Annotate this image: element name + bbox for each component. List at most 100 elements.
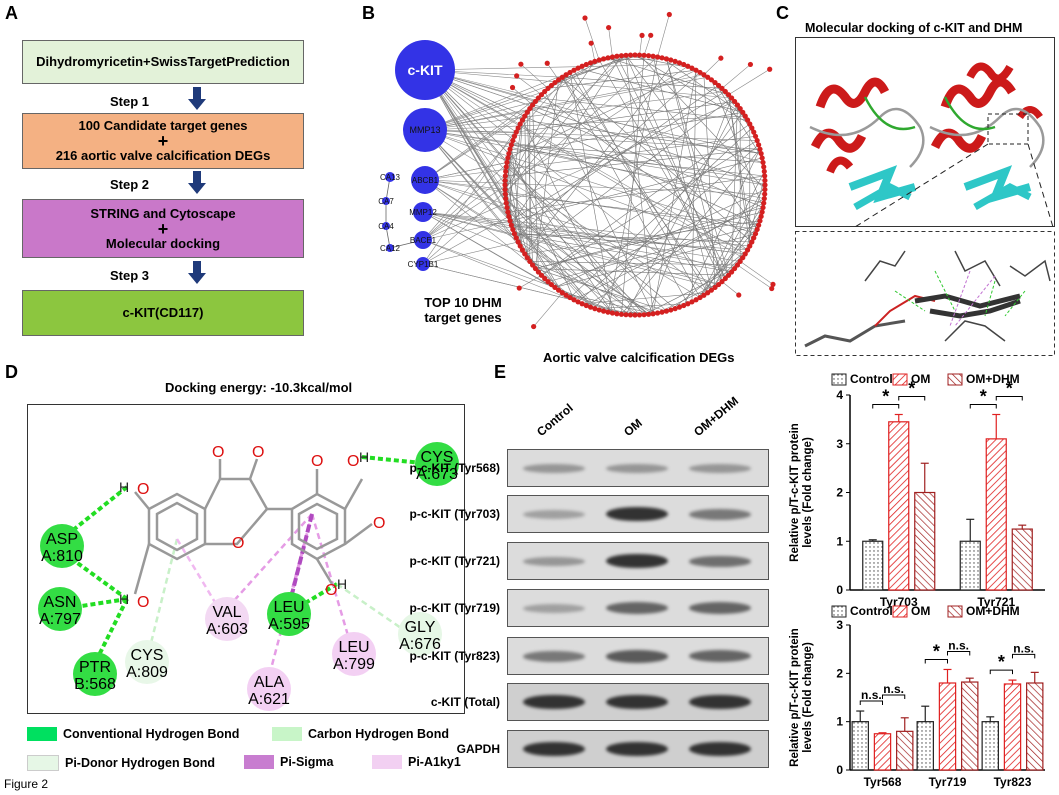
blot-band bbox=[689, 463, 751, 474]
y-tick-label: 2 bbox=[836, 666, 843, 680]
deg-node bbox=[734, 262, 741, 268]
deg-node bbox=[503, 164, 509, 170]
bar-charts: Control OM OM+DHM 0 1 2 3 4 Relative p/T-c-KIT p… bbox=[789, 372, 1045, 789]
deg-node bbox=[689, 299, 695, 305]
deg-node bbox=[538, 272, 545, 278]
step-3-arrow-icon bbox=[188, 261, 206, 290]
bar bbox=[873, 733, 892, 771]
deg-node bbox=[502, 173, 508, 179]
bar bbox=[959, 540, 981, 591]
deg-node bbox=[545, 85, 551, 91]
sig-bracket bbox=[947, 650, 971, 656]
network-edge bbox=[639, 54, 766, 190]
blot-strip bbox=[507, 449, 769, 487]
blot-band bbox=[523, 741, 585, 757]
atom-h-3: H bbox=[359, 449, 369, 465]
hub-edge bbox=[424, 129, 758, 141]
top10-caption-line2: target genes bbox=[424, 310, 502, 325]
sig-bracket bbox=[1012, 653, 1036, 659]
step-1-label: Step 1 bbox=[110, 94, 150, 109]
deg-node bbox=[757, 146, 763, 152]
hub-edge bbox=[424, 179, 579, 303]
residue-node bbox=[205, 597, 249, 641]
residue-name: CYS bbox=[131, 647, 164, 664]
y-axis-label: Relative p/T-c-KIT proteinlevels (Fold c… bbox=[789, 423, 814, 562]
deg-node bbox=[563, 72, 569, 78]
hub-edge bbox=[424, 129, 760, 150]
sig-label: n.s. bbox=[948, 638, 969, 652]
deg-node bbox=[505, 155, 511, 161]
network-edge bbox=[507, 175, 765, 213]
hub-edge bbox=[424, 179, 719, 285]
x-tick-label: Tyr568 bbox=[864, 775, 902, 789]
residue-node bbox=[415, 442, 459, 486]
deg-node bbox=[740, 255, 746, 261]
deg-node bbox=[767, 66, 773, 72]
y-tick-label: 0 bbox=[836, 583, 843, 597]
network-edge bbox=[695, 224, 759, 300]
deg-node bbox=[509, 84, 516, 91]
bar bbox=[862, 540, 884, 591]
hub-edge bbox=[422, 239, 556, 288]
network-edge bbox=[504, 61, 596, 190]
blot-band bbox=[523, 463, 585, 474]
flow-box-1-text: Dihydromyricetin+SwissTargetPrediction bbox=[36, 54, 290, 69]
deg-node bbox=[632, 52, 638, 58]
deg-node bbox=[614, 311, 620, 317]
deg-node bbox=[542, 88, 548, 95]
deg-node bbox=[747, 121, 753, 127]
deg-node bbox=[749, 125, 755, 131]
legend-label: Pi-Sigma bbox=[280, 755, 334, 769]
network-edge bbox=[621, 148, 761, 315]
deg-node bbox=[579, 301, 585, 307]
flow-box-3-line2: Molecular docking bbox=[105, 235, 221, 251]
deg-node bbox=[731, 98, 738, 105]
deg-node bbox=[636, 312, 643, 318]
hub-edge bbox=[422, 175, 506, 241]
deg-node bbox=[518, 61, 524, 67]
deg-node bbox=[762, 186, 768, 193]
network-edge bbox=[714, 82, 763, 159]
hub-edge bbox=[422, 263, 636, 316]
hub-edge bbox=[424, 76, 708, 131]
residue-id: B:568 bbox=[74, 676, 116, 693]
degs-caption: Aortic valve calcification DEGs bbox=[543, 350, 735, 365]
deg-node bbox=[751, 129, 757, 135]
deg-node bbox=[506, 150, 512, 157]
sig-label: n.s. bbox=[861, 688, 882, 702]
bar bbox=[1011, 528, 1033, 591]
deg-node bbox=[752, 231, 759, 237]
legend-swatch bbox=[947, 605, 963, 618]
deg-node bbox=[641, 312, 647, 318]
outer-edge bbox=[643, 35, 651, 56]
deg-node bbox=[567, 294, 573, 301]
hub-edge bbox=[424, 129, 765, 199]
y-tick-label: 1 bbox=[836, 715, 843, 729]
network-edge bbox=[621, 55, 645, 315]
residue-name: ALA bbox=[254, 674, 285, 691]
network-edge bbox=[535, 79, 559, 269]
network-edge bbox=[532, 104, 539, 272]
deg-node bbox=[697, 294, 703, 301]
deg-node bbox=[666, 11, 672, 18]
y-axis-label: Relative p/T-c-KIT proteinlevels (Fold c… bbox=[789, 628, 814, 767]
network-edge bbox=[505, 198, 636, 316]
deg-node bbox=[756, 142, 762, 148]
network-edge bbox=[569, 72, 708, 293]
outer-edge bbox=[533, 292, 563, 327]
legend-pi-sigma: Pi-Sigma bbox=[244, 755, 334, 769]
outer-edge bbox=[703, 57, 722, 75]
blot-label: p-c-KIT (Tyr568) bbox=[409, 461, 500, 475]
network-edge bbox=[506, 162, 523, 251]
deg-node bbox=[600, 308, 607, 314]
y-tick-label: 3 bbox=[836, 618, 843, 632]
deg-node bbox=[740, 109, 746, 115]
legend-swatch bbox=[892, 605, 908, 618]
network-edge bbox=[511, 55, 622, 226]
residue-node bbox=[398, 612, 442, 656]
sig-label: n.s. bbox=[1013, 641, 1034, 655]
deg-node bbox=[623, 52, 629, 58]
deg-node bbox=[508, 222, 514, 228]
network-edge bbox=[569, 127, 753, 298]
residue-node bbox=[332, 632, 376, 676]
